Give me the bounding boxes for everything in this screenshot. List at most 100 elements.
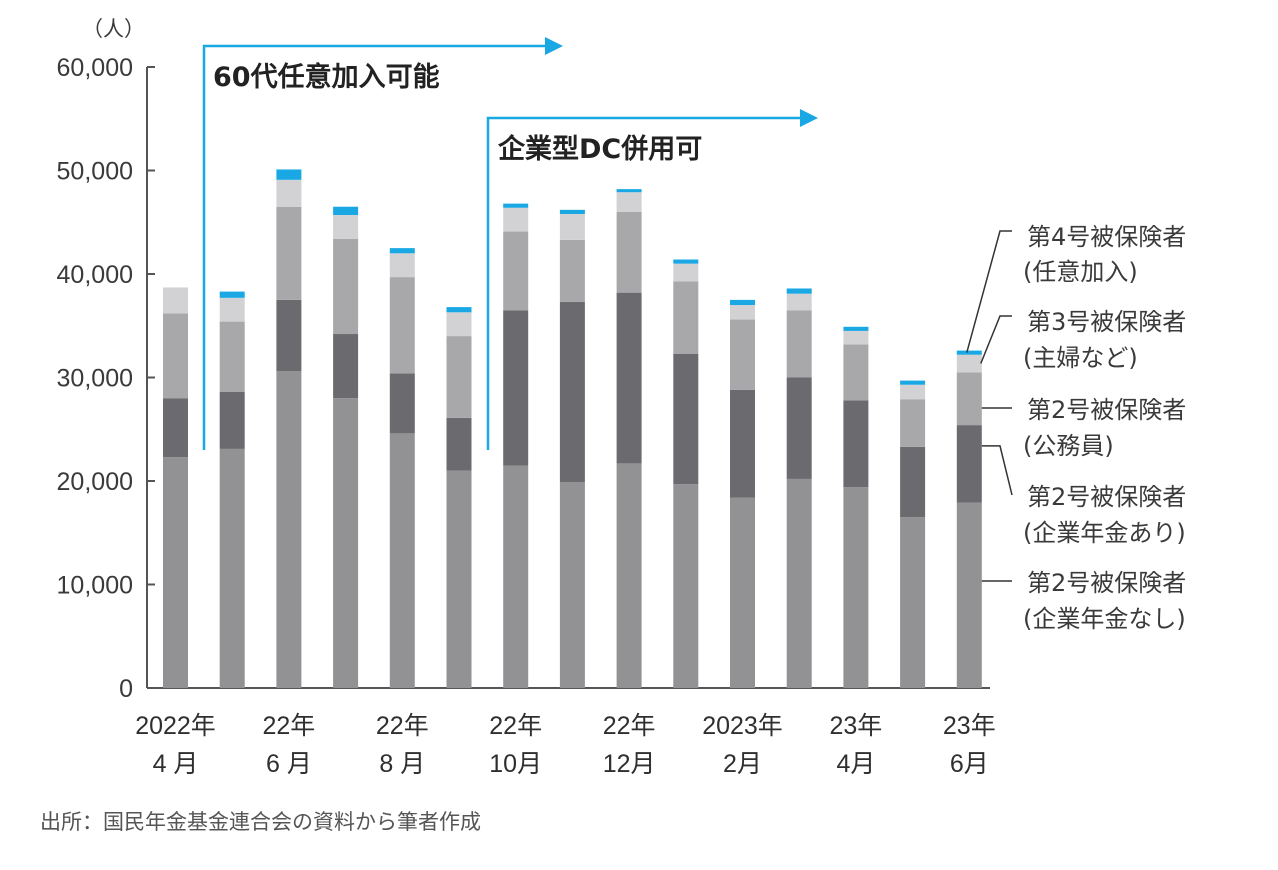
bar-segment-series-0 bbox=[503, 465, 529, 688]
bar-segment-series-0 bbox=[559, 482, 585, 688]
bar-segment-series-2 bbox=[616, 211, 642, 293]
annotation-text: 企業型DC併用可 bbox=[498, 133, 702, 165]
x-tick-label-year: 23年 bbox=[829, 712, 882, 740]
bar-segment-series-1 bbox=[389, 373, 415, 434]
bar-segment-series-1 bbox=[616, 292, 642, 464]
bar-stack-2023/5 bbox=[900, 380, 926, 688]
bar-segment-series-1 bbox=[730, 389, 755, 498]
legend-sublabel: (公務員) bbox=[1023, 432, 1114, 460]
legend-sublabel: (企業年金なし) bbox=[1023, 605, 1186, 633]
bar-segment-series-4 bbox=[503, 203, 529, 208]
bar-segment-series-1 bbox=[673, 353, 699, 485]
x-tick-label-month: 6月 bbox=[950, 750, 989, 778]
bar-segment-series-3 bbox=[559, 213, 585, 240]
bar-segment-series-0 bbox=[446, 470, 472, 688]
bars bbox=[163, 169, 982, 688]
y-tick-label: 60,000 bbox=[57, 54, 133, 82]
bar-segment-series-1 bbox=[333, 334, 359, 399]
annotation-arrow: 企業型DC併用可 bbox=[486, 109, 818, 450]
bar-segment-series-3 bbox=[956, 354, 982, 373]
x-tick-label-year: 2023年 bbox=[702, 712, 783, 740]
bar-stack-2022/5 bbox=[219, 291, 245, 688]
annotation-text: 60代任意加入可能 bbox=[213, 61, 440, 93]
bar-segment-series-3 bbox=[219, 297, 245, 322]
bar-segment-series-2 bbox=[446, 336, 472, 418]
bar-segment-series-3 bbox=[616, 192, 642, 212]
x-tick-label-year: 23年 bbox=[943, 712, 996, 740]
bar-segment-series-3 bbox=[786, 293, 812, 311]
bar-segment-series-1 bbox=[900, 446, 926, 518]
x-tick-label-month: 4月 bbox=[836, 750, 875, 778]
source-note: 出所：国民年金基金連合会の資料から筆者作成 bbox=[40, 810, 481, 834]
bar-segment-series-4 bbox=[276, 169, 302, 180]
bar-segment-series-2 bbox=[276, 206, 302, 300]
x-tick-label-month: 4 月 bbox=[153, 750, 199, 778]
bar-segment-series-3 bbox=[900, 384, 926, 400]
arrow-line bbox=[202, 44, 545, 450]
bar-stack-2022/6 bbox=[276, 169, 302, 688]
y-unit-label: （人） bbox=[82, 17, 145, 41]
legend: 第4号被保険者(任意加入)第3号被保険者(主婦など)第2号被保険者(公務員)第2… bbox=[966, 223, 1186, 633]
x-tick-label-month: 6 月 bbox=[266, 750, 312, 778]
legend-sublabel: (任意加入) bbox=[1023, 258, 1138, 286]
bar-stack-2022/10 bbox=[503, 203, 529, 688]
bar-segment-series-0 bbox=[956, 502, 982, 688]
x-tick-label-month: 12月 bbox=[603, 750, 656, 778]
y-axis: 0 10,000 20,000 30,000 40,000 50,000 60,000 bbox=[57, 54, 990, 703]
bar-segment-series-2 bbox=[673, 281, 699, 354]
arrow-head-icon bbox=[545, 37, 563, 55]
bar-segment-series-0 bbox=[900, 517, 926, 688]
bar-segment-series-2 bbox=[843, 344, 869, 401]
stacked-bar-chart: （人） 0 10,000 20,000 30,000 40,000 50,000 60,00… bbox=[57, 17, 1187, 778]
bar-segment-series-3 bbox=[673, 263, 699, 282]
bar-stack-2022/9 bbox=[446, 307, 472, 688]
bar-stack-2022/8 bbox=[389, 248, 415, 688]
legend-item: 第2号被保険者 (公務員) bbox=[981, 396, 1186, 460]
bar-segment-series-3 bbox=[276, 179, 302, 207]
bar-segment-series-1 bbox=[956, 425, 982, 503]
bar-segment-series-4 bbox=[730, 299, 755, 306]
bar-segment-series-4 bbox=[219, 291, 245, 298]
bar-segment-series-4 bbox=[333, 206, 359, 216]
legend-label: 第2号被保険者 bbox=[1027, 483, 1186, 511]
bar-segment-series-4 bbox=[843, 326, 869, 331]
bar-stack-2022/7 bbox=[333, 206, 359, 688]
legend-leader-line bbox=[966, 230, 1012, 353]
legend-label: 第3号被保険者 bbox=[1027, 308, 1186, 336]
y-tick-label: 40,000 bbox=[57, 261, 133, 289]
legend-label: 第4号被保険者 bbox=[1027, 223, 1186, 251]
bar-segment-series-1 bbox=[843, 400, 869, 488]
x-tick-label-year: 22年 bbox=[376, 712, 429, 740]
bar-segment-series-3 bbox=[333, 215, 359, 239]
bar-segment-series-4 bbox=[900, 380, 926, 385]
bar-stack-2022/12 bbox=[616, 189, 642, 688]
x-tick-label-month: 2月 bbox=[723, 750, 762, 778]
legend-item: 第2号被保険者 (企業年金あり) bbox=[981, 445, 1186, 547]
bar-segment-series-3 bbox=[730, 305, 755, 320]
bar-segment-series-3 bbox=[843, 330, 869, 345]
y-tick-label: 50,000 bbox=[57, 158, 133, 186]
bar-segment-series-0 bbox=[276, 371, 302, 688]
bar-segment-series-2 bbox=[163, 313, 188, 399]
bar-segment-series-4 bbox=[673, 259, 699, 264]
bar-segment-series-0 bbox=[616, 463, 642, 688]
bar-segment-series-4 bbox=[956, 350, 982, 355]
bar-segment-series-0 bbox=[333, 398, 359, 688]
bar-segment-series-4 bbox=[559, 209, 585, 214]
bar-segment-series-2 bbox=[333, 238, 359, 335]
bar-segment-series-4 bbox=[786, 288, 812, 294]
bar-segment-series-4 bbox=[389, 248, 415, 254]
arrow-head-icon bbox=[800, 109, 818, 127]
legend-item: 第2号被保険者 (企業年金なし) bbox=[981, 569, 1186, 633]
bar-segment-series-0 bbox=[786, 478, 812, 688]
bar-segment-series-0 bbox=[843, 487, 869, 688]
bar-segment-series-0 bbox=[673, 484, 699, 688]
bar-segment-series-0 bbox=[730, 497, 755, 688]
bar-stack-2023/4 bbox=[843, 326, 869, 688]
bar-segment-series-2 bbox=[559, 239, 585, 302]
y-tick-label: 10,000 bbox=[57, 572, 133, 600]
x-tick-label-month: 8 月 bbox=[379, 750, 425, 778]
bar-segment-series-2 bbox=[503, 231, 529, 311]
bar-segment-series-0 bbox=[219, 448, 245, 688]
